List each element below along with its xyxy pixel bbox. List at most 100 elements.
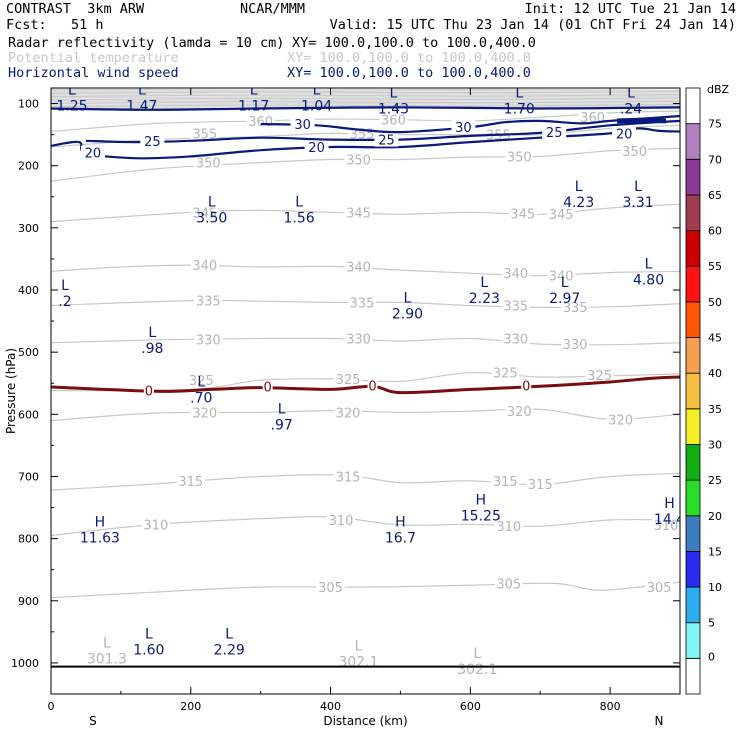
theta-label-bg [344, 205, 373, 220]
header-institution: NCAR/MMM [240, 1, 306, 17]
extremum-value: 14.4 [654, 512, 685, 528]
theta-upper-contour [51, 101, 680, 104]
theta-label-bg [379, 112, 408, 127]
y-tick-label: 400 [18, 284, 39, 297]
wind-label-bg [612, 126, 637, 141]
theta-label-bg [578, 110, 607, 125]
colorbar-level-label: 5 [708, 617, 715, 630]
colorbar-swatch [685, 230, 701, 267]
theta-label-345: 345 [510, 208, 535, 223]
wind-label-bg [304, 140, 329, 155]
colorbar-level-label: 70 [708, 153, 722, 166]
theta-upper-contour [51, 104, 680, 107]
theta-label-350: 350 [346, 153, 371, 168]
theta-label-315: 315 [493, 475, 518, 490]
y-tick-label: 200 [18, 160, 39, 173]
colorbar-level-label: 50 [708, 296, 722, 309]
theta-label-310: 310 [329, 514, 354, 529]
theta-label-bg [547, 207, 576, 222]
theta-label-bg [505, 404, 534, 419]
extremum-marker: L [61, 278, 69, 294]
theta-label-bg [652, 517, 680, 532]
north-end-label: N [655, 714, 664, 728]
header-fcst: Fcst: 51 h [6, 17, 104, 33]
theta-label-bg [344, 331, 373, 346]
extremum-marker: L [148, 325, 156, 341]
y-tick-label: 500 [18, 346, 39, 359]
freezing-label-bg [521, 380, 532, 393]
theta-label-bg [501, 298, 530, 313]
theta-label-315: 315 [528, 478, 553, 493]
theta-label-320: 320 [336, 406, 361, 421]
theta-label-bg [187, 373, 216, 388]
colorbar: dBZ 0 5 10 15 20 25 30 35 40 45 50 55 60 65 70 75 [685, 83, 730, 695]
theta-label-335: 335 [503, 300, 528, 315]
colorbar-swatch [685, 408, 701, 445]
extremum-marker: L [575, 179, 583, 195]
theta-label-325: 325 [587, 369, 612, 384]
wind-label-30: 30 [294, 118, 311, 133]
theta-upper-contour [51, 100, 680, 103]
extremum-value: 1.25 [56, 98, 87, 114]
x-tick-label: 800 [600, 700, 621, 713]
theta-label-bg [606, 412, 635, 427]
theta-label-bg [561, 299, 590, 314]
extremum-marker: L [627, 86, 635, 102]
extremum-marker: L [404, 291, 412, 307]
theta-label-345: 345 [549, 208, 574, 223]
y-tick-label: 900 [18, 595, 39, 608]
colorbar-level-label: 45 [708, 332, 722, 345]
wind-contour-35 [51, 106, 680, 111]
extremum-value: 2.29 [214, 642, 245, 658]
theta-upper-contour [51, 93, 680, 95]
colorbar-swatch [685, 657, 701, 695]
theta-label-325: 325 [336, 373, 361, 388]
freezing-label: 0 [368, 379, 376, 394]
extremum-marker: L [208, 194, 216, 210]
theta-label-bg [194, 155, 223, 170]
theta-label-315: 315 [178, 475, 203, 490]
theta-contour-320 [51, 408, 680, 422]
y-tick-label: 100 [18, 98, 39, 111]
theta-label-305: 305 [496, 577, 521, 592]
extremum-marker: H [664, 496, 675, 512]
theta-label-330: 330 [503, 332, 528, 347]
south-end-label: S [89, 714, 97, 728]
extremum-value: .2 [58, 294, 71, 310]
extremum-value: 4.23 [563, 195, 594, 211]
theta-upper-contour [51, 97, 680, 100]
colorbar-level-label: 25 [708, 474, 722, 487]
theta-label-335: 335 [563, 301, 588, 316]
extremum-value: 2.90 [392, 307, 423, 323]
theta-label-bg [491, 365, 520, 380]
colorbar-swatch [685, 515, 701, 552]
extremum-marker: L [145, 626, 153, 642]
field-reflectivity-xy: XY= 100.0,100.0 to 100.0,400.0 [292, 35, 536, 51]
theta-label-bg [491, 473, 520, 488]
theta-label-320: 320 [608, 413, 633, 428]
theta-label-305: 305 [318, 581, 343, 596]
extremum-value: .24 [620, 102, 642, 118]
theta-label-bg [585, 368, 614, 383]
wind-label-20: 20 [616, 127, 633, 142]
colorbar-swatch [685, 301, 701, 338]
colorbar-swatch [685, 622, 701, 659]
theta-label-350: 350 [507, 150, 532, 165]
theta-label-bg [327, 512, 356, 527]
theta-label-310: 310 [654, 519, 679, 534]
extremum-value: 3.31 [622, 195, 653, 211]
theta-upper-contour [51, 91, 680, 94]
theta-label-bg [190, 405, 219, 420]
theta-label-bg [547, 268, 576, 283]
theta-label-bg [190, 205, 219, 220]
theta-label-310: 310 [496, 520, 521, 535]
colorbar-level-label: 15 [708, 545, 722, 558]
extremum-value: 1.47 [126, 98, 157, 114]
colorbar-swatch [685, 444, 701, 481]
theta-label-bg [141, 517, 170, 532]
extremum-marker: L [473, 646, 481, 662]
extremum-marker: L [197, 375, 205, 391]
theta-label-330: 330 [563, 338, 588, 353]
theta-label-310: 310 [143, 518, 168, 533]
theta-label-320: 320 [192, 406, 217, 421]
